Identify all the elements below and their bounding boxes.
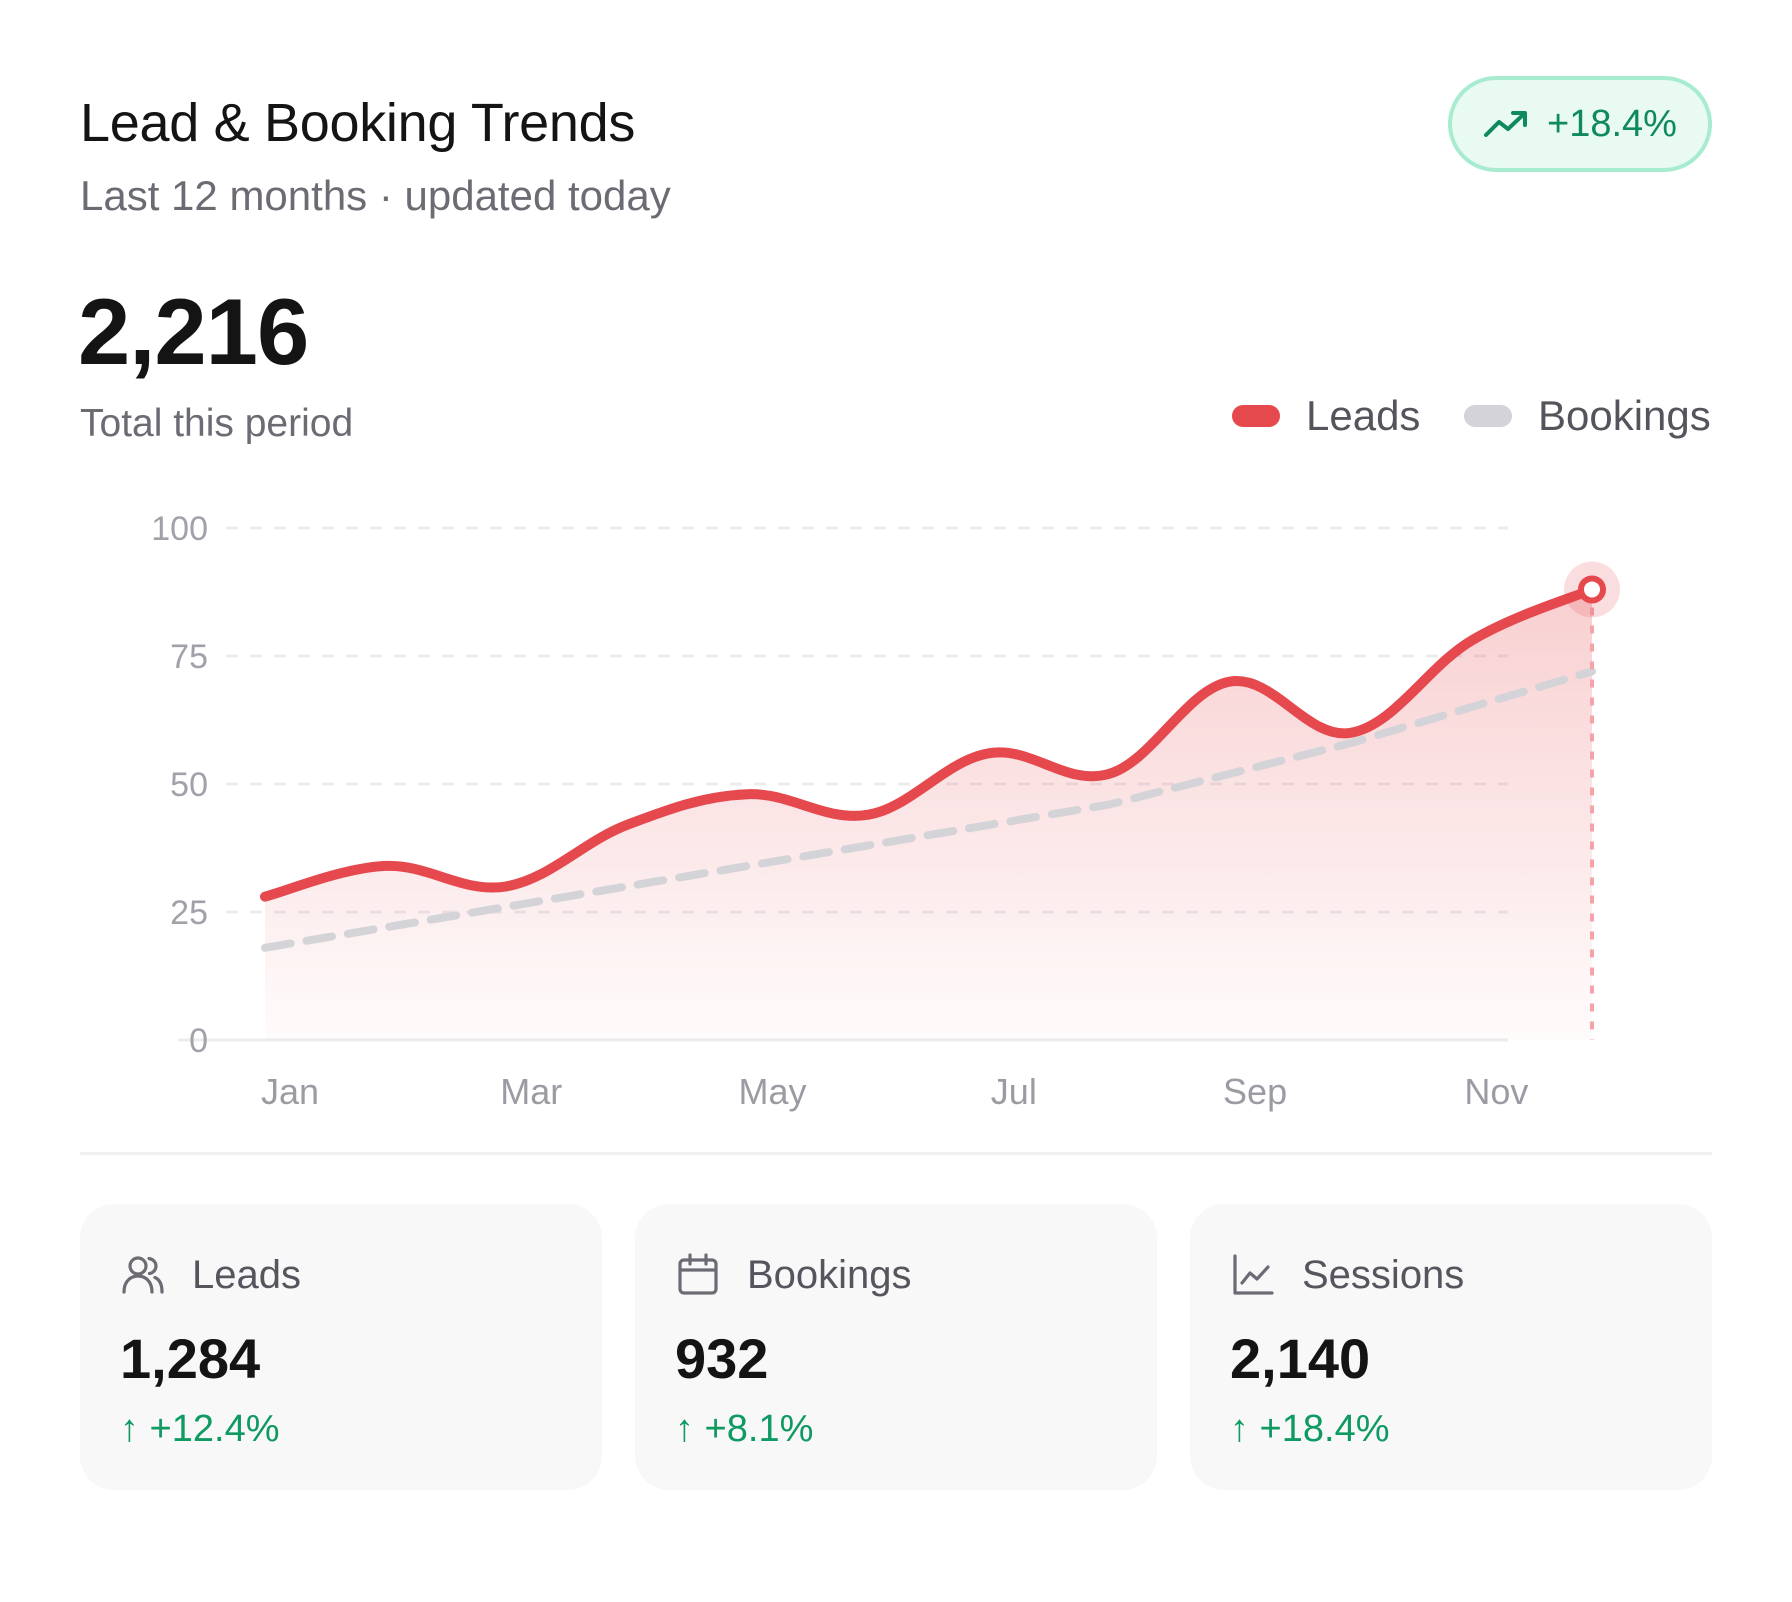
users-icon	[122, 1256, 164, 1294]
section-divider	[80, 1152, 1712, 1155]
legend-label-bookings: Bookings	[1538, 392, 1711, 439]
calendar-icon	[678, 1253, 718, 1295]
legend-label-leads: Leads	[1306, 392, 1421, 439]
y-tick-label: 0	[189, 1022, 208, 1060]
x-tick-label: Jan	[261, 1071, 319, 1112]
card-title: Lead & Booking Trends	[80, 93, 636, 153]
x-tick-label: May	[739, 1071, 807, 1112]
leads-line	[260, 584, 1597, 902]
stat-label: Sessions	[1302, 1252, 1465, 1297]
x-tick-label: Sep	[1223, 1071, 1287, 1112]
total-value: 2,216	[78, 279, 309, 384]
stat-value: 1,284	[120, 1327, 261, 1390]
stat-card-bookings: Bookings 932 ↑ +8.1%	[635, 1204, 1157, 1490]
x-tick-label: Mar	[500, 1071, 562, 1112]
stat-change: ↑ +8.1%	[675, 1408, 814, 1450]
stat-label: Leads	[192, 1252, 301, 1297]
trending-up-icon	[1484, 111, 1528, 137]
y-tick-label: 25	[170, 894, 208, 932]
card-subtitle: Last 12 months · updated today	[80, 172, 671, 219]
stat-change: ↑ +18.4%	[1230, 1408, 1390, 1450]
leads-area	[265, 589, 1592, 1040]
legend-item-leads: Leads	[1232, 392, 1420, 440]
stat-card-sessions: Sessions 2,140 ↑ +18.4%	[1190, 1204, 1712, 1490]
stat-value: 932	[675, 1327, 769, 1390]
line-chart-icon	[1233, 1254, 1274, 1295]
stat-value: 2,140	[1230, 1327, 1371, 1390]
y-tick-label: 50	[170, 766, 208, 804]
growth-badge: +18.4%	[1448, 76, 1712, 172]
legend-swatch-leads	[1232, 405, 1280, 427]
x-tick-label: Jul	[991, 1071, 1037, 1112]
stat-card-leads: Leads 1,284 ↑ +12.4%	[80, 1204, 602, 1490]
total-caption: Total this period	[80, 402, 354, 445]
trend-chart: 0 25 50 75 100 Jan Mar May Jul Sep Nov	[151, 510, 1620, 1112]
stat-change: ↑ +12.4%	[120, 1408, 280, 1450]
y-tick-label: 75	[170, 638, 208, 676]
growth-badge-text: +18.4%	[1547, 102, 1677, 145]
stat-label: Bookings	[747, 1252, 912, 1297]
current-point-marker	[1578, 575, 1606, 604]
x-tick-label: Nov	[1464, 1071, 1528, 1112]
legend-item-bookings: Bookings	[1464, 392, 1711, 440]
bookings-line	[261, 667, 1596, 952]
y-tick-label: 100	[151, 510, 208, 548]
legend-swatch-bookings	[1464, 405, 1512, 427]
